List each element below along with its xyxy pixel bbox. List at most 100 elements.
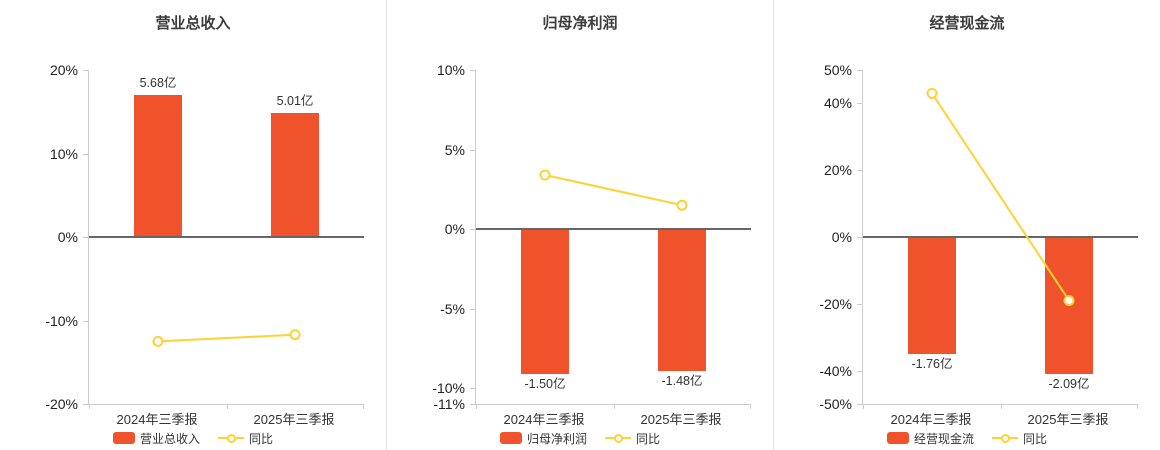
y-tick-mark (83, 153, 89, 155)
trend-line (931, 92, 1070, 302)
line-marker-circle-icon (614, 433, 623, 443)
y-tick-label: 20% (823, 162, 852, 179)
y-tick-label: 10% (436, 62, 465, 78)
y-tick-mark (857, 404, 863, 405)
y-tick-label: -10% (432, 380, 465, 397)
x-axis-label: 2024年三季报 (503, 412, 585, 427)
bar (658, 229, 706, 371)
line-marker-icon (605, 433, 631, 443)
legend-item-line: 同比 (992, 430, 1047, 447)
y-tick-label: 0% (57, 229, 78, 245)
y-tick-mark (83, 70, 89, 71)
x-axis-tick (863, 404, 864, 409)
y-tick-label: 0% (444, 221, 465, 238)
bar-value-label: -2.09亿 (1048, 376, 1090, 391)
y-tick-label: 10% (49, 145, 78, 162)
y-tick-label: -10% (45, 312, 78, 329)
y-tick-mark (857, 237, 863, 238)
y-tick-mark (470, 229, 476, 231)
legend: 经营现金流 同比 (774, 429, 1160, 447)
legend-item-bar: 营业总收入 (112, 430, 200, 447)
y-tick-label: -20% (45, 396, 78, 412)
chart-title: 归母净利润 (542, 15, 618, 32)
zero-axis-line (476, 228, 751, 231)
bar (908, 237, 956, 354)
trend-point (676, 199, 688, 211)
x-axis-label: 2025年三季报 (640, 412, 722, 427)
trend-line-layer (152, 329, 301, 347)
chart-title: 营业总收入 (155, 15, 231, 32)
legend-label: 同比 (1023, 431, 1048, 446)
line-marker-icon (218, 433, 244, 443)
bar-swatch-icon (112, 432, 135, 444)
x-axis-label: 2024年三季报 (116, 412, 198, 427)
y-tick-mark (83, 237, 89, 238)
y-tick-mark (83, 404, 89, 405)
y-tick-mark (470, 308, 476, 310)
y-tick-label: -40% (819, 362, 852, 379)
plot-area: 10% 5% 0% -5% -10% -11% -1.50亿 -1.48亿 (432, 62, 751, 412)
bar-value-label: -1.76亿 (911, 356, 953, 371)
x-axis-labels: 2024年三季报 2025年三季报 (475, 409, 751, 427)
trend-point (152, 335, 164, 347)
legend-label: 经营现金流 (913, 431, 974, 446)
y-tick-mark (857, 303, 863, 305)
y-tick-label: -11% (433, 396, 465, 412)
x-axis-tick (476, 404, 477, 409)
bar (134, 95, 182, 237)
trend-line-layer (539, 169, 688, 211)
trend-line (157, 333, 296, 343)
y-tick-label: -20% (819, 295, 852, 312)
chart-title: 经营现金流 (929, 15, 1005, 32)
y-tick-label: 5% (444, 141, 465, 158)
x-axis-tick (750, 404, 751, 409)
bar-value-label: -1.50亿 (524, 376, 566, 391)
legend-label: 归母净利润 (526, 431, 587, 446)
trend-point (539, 169, 551, 181)
legend-label: 营业总收入 (139, 431, 200, 446)
bar-swatch-icon (886, 432, 909, 444)
y-tick-label: 50% (823, 62, 852, 78)
bar (271, 112, 319, 237)
line-marker-icon (992, 433, 1018, 443)
x-axis-label: 2024年三季报 (890, 412, 972, 427)
trend-line-layer (926, 87, 1075, 306)
legend-item-line: 同比 (218, 430, 273, 447)
bar-swatch-icon (499, 432, 522, 444)
y-tick-mark (470, 404, 476, 405)
x-axis-labels: 2024年三季报 2025年三季报 (862, 409, 1138, 427)
y-tick-label: -5% (440, 300, 465, 317)
chart-panel-net-profit: 归母净利润 10% 5% 0% -5% -10% -11% -1.50亿 -1.48亿 202… (386, 0, 773, 450)
x-axis-tick (363, 404, 364, 409)
x-axis-label: 2025年三季报 (1027, 412, 1109, 427)
y-tick-label: 20% (49, 62, 78, 78)
y-tick-mark (83, 320, 89, 322)
y-tick-label: 40% (823, 95, 852, 112)
y-tick-mark (470, 388, 476, 390)
y-tick-label: -50% (819, 396, 852, 412)
legend: 归母净利润 同比 (387, 429, 773, 447)
zero-axis-line (89, 236, 364, 238)
y-tick-mark (857, 170, 863, 172)
chart-panel-operating-cash-flow: 经营现金流 50% 40% 20% 0% -20% -40% -50% -1.76亿 -2.09… (773, 0, 1160, 450)
x-axis-tick (89, 404, 90, 409)
bar (521, 229, 569, 374)
trend-point (289, 329, 301, 341)
line-marker-circle-icon (227, 433, 236, 443)
trend-line (544, 173, 683, 207)
plot-area: 50% 40% 20% 0% -20% -40% -50% -1.76亿 -2.09亿 (819, 62, 1138, 412)
y-tick-mark (470, 149, 476, 151)
legend-label: 同比 (636, 431, 661, 446)
line-marker-circle-icon (1001, 433, 1010, 443)
bar-value-label: 5.68亿 (139, 76, 177, 91)
zero-axis-line (863, 236, 1138, 238)
x-axis-tick (1137, 404, 1138, 409)
bar-value-label: -1.48亿 (661, 373, 703, 388)
trend-point (926, 87, 938, 99)
trend-point (1063, 294, 1075, 306)
bar-value-label: 5.01亿 (276, 93, 314, 108)
plot-area: 20% 10% 0% -10% -20% 5.68亿 5.01亿 (45, 62, 364, 412)
y-tick-mark (857, 70, 863, 71)
y-tick-label: 0% (831, 229, 852, 245)
